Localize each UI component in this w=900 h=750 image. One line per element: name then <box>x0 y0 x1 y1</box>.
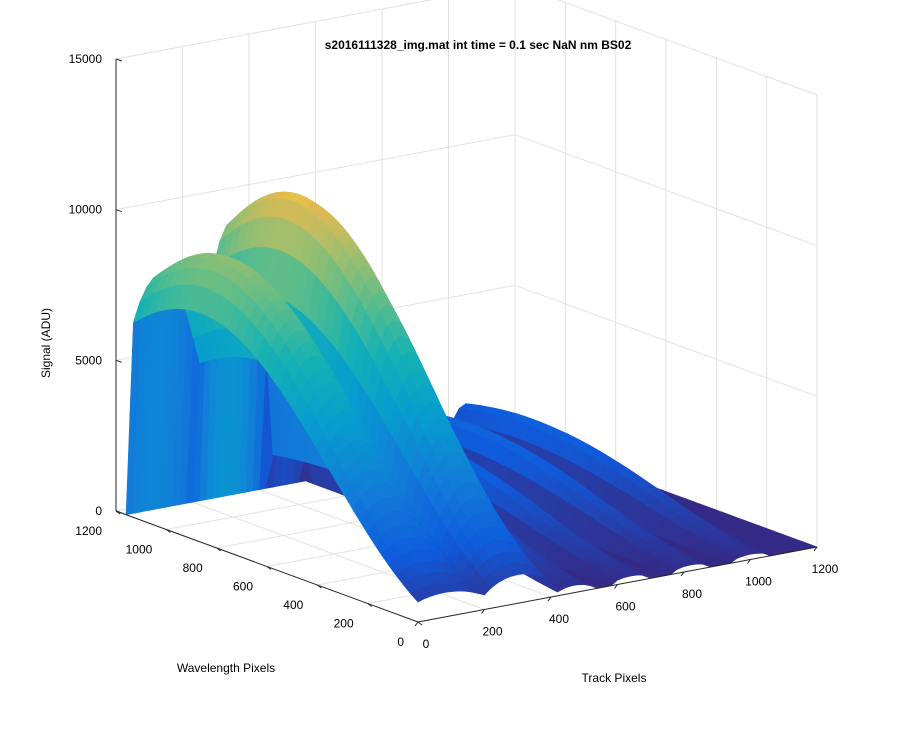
z-tick-mark <box>115 58 123 62</box>
z-tick-mark <box>115 359 123 363</box>
z-tick-label: 15000 <box>69 52 103 66</box>
grid-line <box>557 0 818 96</box>
x-tick-mark <box>747 559 751 564</box>
x-tick-label: 800 <box>682 587 702 601</box>
y-tick-label: 200 <box>334 617 354 631</box>
axes <box>115 58 818 627</box>
grid-line <box>115 0 433 60</box>
y-tick-label: 1200 <box>75 524 102 538</box>
z-tick-mark <box>115 510 123 514</box>
x-tick-label: 400 <box>549 612 569 626</box>
x-tick-mark <box>680 571 685 577</box>
y-tick-label: 400 <box>283 598 303 612</box>
x-tick-label: 1000 <box>745 575 772 589</box>
y-tick-mark <box>266 566 272 570</box>
grid-line <box>514 134 818 247</box>
chart-title: s2016111328_img.mat int time = 0.1 sec N… <box>325 38 632 52</box>
y-tick-mark <box>367 603 372 607</box>
tick-labels: 0 200 400 600 800 1000 1200 0 200 400 600 800 1000 12… <box>69 52 839 651</box>
surface-patch <box>410 589 426 603</box>
x-tick-mark <box>813 546 818 552</box>
z-tick-label: 0 <box>95 504 102 518</box>
x-tick-label: 200 <box>482 625 502 639</box>
grid-line <box>115 134 516 211</box>
z-tick-mark <box>115 209 123 213</box>
y-tick-mark <box>216 547 221 552</box>
z-tick-label: 10000 <box>69 203 103 217</box>
x-axis-label: Track Pixels <box>582 671 647 685</box>
x-tick-mark <box>481 609 485 614</box>
x-tick-mark <box>547 596 552 602</box>
y-tick-mark <box>417 621 423 626</box>
z-tick-label: 5000 <box>75 353 102 367</box>
y-tick-label: 1000 <box>126 543 153 557</box>
y-tick-mark <box>317 584 322 589</box>
grid-line <box>514 284 818 397</box>
z-axis-label: Signal (ADU) <box>39 308 53 378</box>
x-tick-label: 0 <box>423 637 430 651</box>
surface-plot <box>125 191 819 603</box>
y-axis-label: Wavelength Pixels <box>177 661 275 675</box>
x-tick-label: 600 <box>615 600 635 614</box>
x-tick-mark <box>414 621 419 627</box>
y-tick-label: 600 <box>233 580 253 594</box>
x-tick-mark <box>614 584 618 589</box>
y-tick-mark <box>166 529 171 533</box>
x-tick-label: 1200 <box>812 562 839 576</box>
y-tick-label: 800 <box>183 561 203 575</box>
y-tick-label: 0 <box>397 635 404 649</box>
